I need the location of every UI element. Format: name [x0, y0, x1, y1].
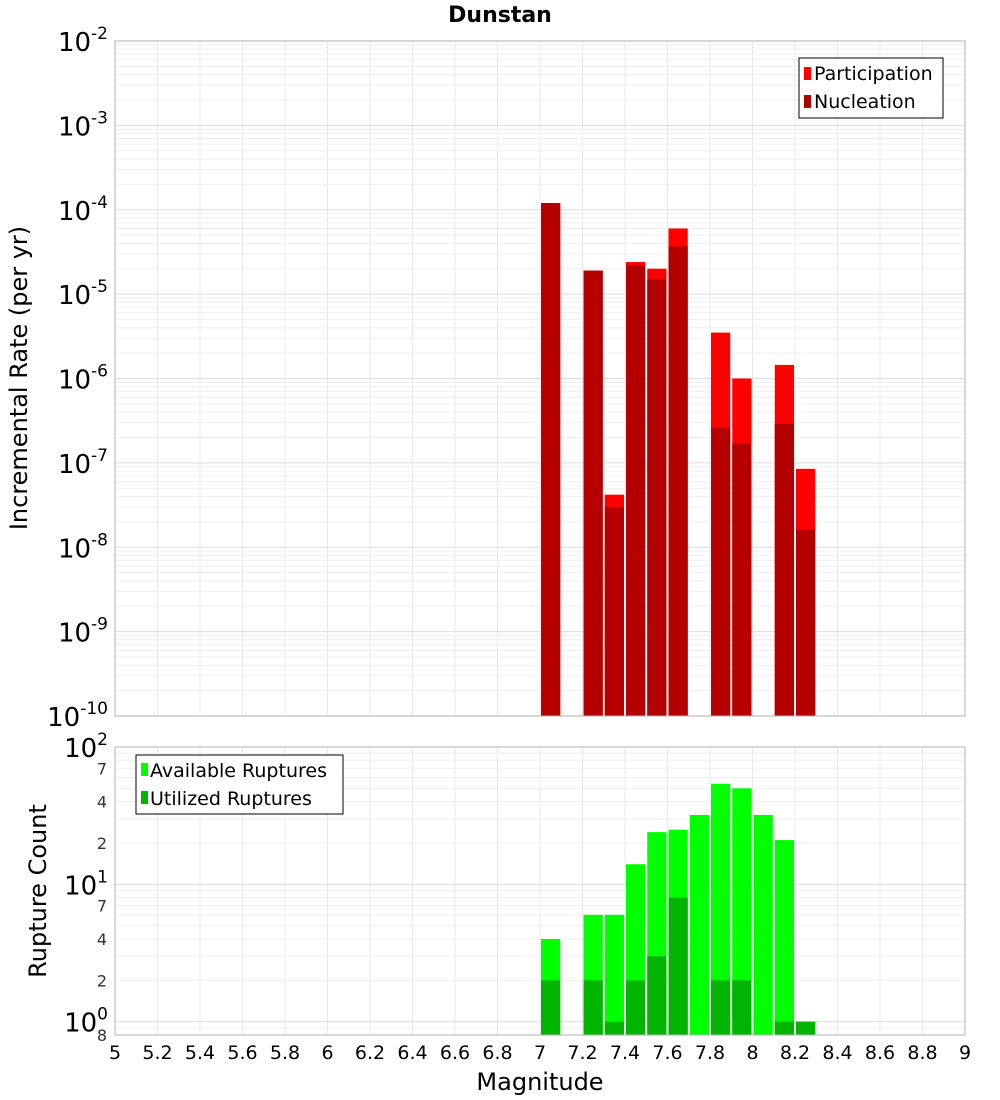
- rate-bar-b: [626, 265, 646, 716]
- x-tick-label: 6.6: [440, 1042, 470, 1064]
- x-tick-label: 5: [109, 1042, 121, 1064]
- count-bar-b: [774, 1021, 794, 1035]
- y-tick-label: 10-10: [47, 699, 108, 733]
- count-bar-b: [796, 1021, 816, 1035]
- top-plot-frame: [114, 40, 966, 717]
- x-tick-label: 9: [959, 1042, 971, 1064]
- count-bar-a: [753, 814, 773, 1035]
- y-tick-label: 10-9: [58, 615, 108, 649]
- top-bars: [541, 203, 816, 716]
- rate-bar-b: [796, 530, 816, 716]
- top-grid: [114, 41, 966, 717]
- bottom-y-axis-title: Rupture Count: [24, 804, 52, 978]
- bottom-plot-frame: [114, 746, 966, 1036]
- x-tick-label: 8.2: [780, 1042, 810, 1064]
- y-tick-label: 10-3: [58, 108, 108, 142]
- y-tick-label: 10-4: [58, 193, 108, 227]
- x-tick-label: 5.8: [270, 1042, 300, 1064]
- count-bar-b: [711, 980, 731, 1035]
- bottom-legend: Available Ruptures Utilized Ruptures: [135, 754, 344, 815]
- rate-bar-b: [647, 279, 667, 716]
- x-tick-label: 8.4: [822, 1042, 852, 1064]
- count-bar-a: [604, 914, 624, 1035]
- count-bar-a: [711, 783, 731, 1035]
- y-minor-label: 2: [97, 834, 107, 853]
- count-bar-b: [583, 980, 603, 1035]
- top-y-ticks: 10-10 10-9 10-8 10-7 10-6 10-5 10-4 10-3 10-2: [47, 24, 108, 733]
- count-bar-b: [604, 1021, 624, 1035]
- y-tick-label: 10-7: [58, 446, 108, 480]
- legend-swatch-nucleation: [804, 95, 811, 108]
- y-tick-label: 102: [64, 730, 108, 764]
- y-minor-label: 7: [97, 759, 107, 778]
- count-bar-a: [774, 840, 794, 1035]
- count-bar-a: [732, 788, 752, 1035]
- x-tick-label: 5.6: [227, 1042, 257, 1064]
- x-tick-label: 6: [321, 1042, 333, 1064]
- y-tick-label: 10-6: [58, 362, 108, 396]
- y-minor-label: 2: [97, 971, 107, 990]
- y-tick-label: 101: [64, 867, 108, 901]
- y-tick-label: 10-5: [58, 277, 108, 311]
- x-tick-label: 7.2: [567, 1042, 597, 1064]
- top-legend: Participation Nucleation: [798, 57, 944, 119]
- legend-label-participation: Participation: [814, 63, 933, 85]
- count-bar-b: [647, 956, 667, 1035]
- count-bar-b: [626, 980, 646, 1035]
- rate-bar-b: [668, 246, 688, 716]
- rate-bar-b: [732, 443, 752, 716]
- x-tick-label: 5.2: [142, 1042, 172, 1064]
- legend-swatch-available: [141, 763, 148, 776]
- count-bar-b: [732, 980, 752, 1035]
- x-tick-label: 8.6: [865, 1042, 895, 1064]
- bottom-bars: [541, 783, 816, 1035]
- y-minor-label: 4: [97, 930, 107, 949]
- x-tick-label: 7: [534, 1042, 546, 1064]
- rate-bar-b: [583, 270, 603, 716]
- count-bar-a: [689, 814, 709, 1035]
- x-tick-label: 7.4: [610, 1042, 640, 1064]
- rate-bar-b: [774, 423, 794, 716]
- rate-bar-b: [541, 203, 561, 716]
- y-minor-label: 4: [97, 793, 107, 812]
- x-tick-label: 6.4: [397, 1042, 427, 1064]
- top-y-axis-title: Incremental Rate (per yr): [5, 226, 33, 530]
- x-tick-label: 7.8: [695, 1042, 725, 1064]
- legend-swatch-participation: [804, 67, 811, 80]
- y-tick-label: 100: [64, 1005, 108, 1039]
- x-tick-label: 8: [746, 1042, 758, 1064]
- legend-label-available: Available Ruptures: [150, 760, 327, 782]
- count-bar-b: [541, 980, 561, 1035]
- x-axis-title: Magnitude: [476, 1068, 603, 1096]
- rate-bar-b: [604, 506, 624, 716]
- y-tick-label: 10-2: [58, 24, 108, 58]
- x-tick-label: 6.2: [355, 1042, 385, 1064]
- legend-label-nucleation: Nucleation: [814, 91, 916, 113]
- y-tick-label: 10-8: [58, 530, 108, 564]
- legend-label-utilized: Utilized Ruptures: [150, 788, 312, 810]
- x-ticks: 5 5.2 5.4 5.6 5.8 6 6.2 6.4 6.6 6.8 7 7.2 7.4 7.6 7.8 8…: [109, 1042, 971, 1064]
- x-tick-label: 8.8: [907, 1042, 937, 1064]
- count-bar-b: [668, 897, 688, 1035]
- x-tick-label: 5.4: [185, 1042, 215, 1064]
- y-minor-label: 7: [97, 897, 107, 916]
- y-minor-label: 8: [97, 1026, 107, 1045]
- chart-title: Dunstan: [448, 3, 552, 28]
- bottom-y-ticks: 100 101 102 8 2 4 7 2 4 7: [64, 730, 108, 1045]
- x-tick-label: 7.6: [652, 1042, 682, 1064]
- rate-bar-b: [711, 427, 731, 716]
- legend-swatch-utilized: [141, 791, 148, 804]
- x-tick-label: 6.8: [482, 1042, 512, 1064]
- bottom-grid: [114, 747, 966, 1036]
